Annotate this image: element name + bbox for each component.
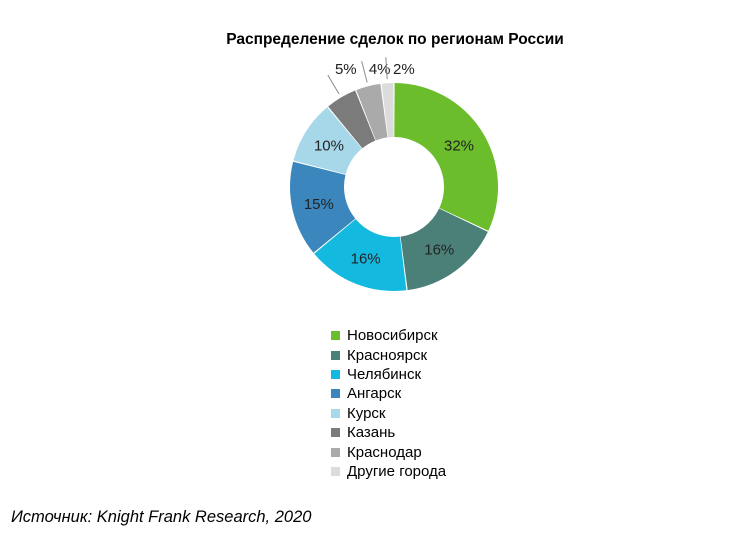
legend-swatch — [331, 428, 340, 438]
legend-item-челябинск: Челябинск — [331, 365, 446, 384]
legend-item-другие-города: Другие города — [331, 462, 446, 481]
legend-label: Краснодар — [347, 443, 422, 461]
leader-line-казань — [327, 74, 340, 95]
data-label-ангарск: 15% — [304, 196, 334, 213]
legend-item-новосибирск: Новосибирск — [331, 326, 446, 345]
slice-ангарск — [290, 161, 356, 253]
legend-swatch — [331, 447, 340, 457]
slice-красноярск — [400, 208, 488, 291]
legend-item-курск: Курск — [331, 404, 446, 423]
legend-label: Другие города — [347, 462, 447, 480]
legend-label: Челябинск — [347, 365, 422, 383]
legend-swatch — [331, 369, 340, 379]
data-label-красноярск: 16% — [424, 241, 454, 258]
data-label-новосибирск: 32% — [444, 138, 474, 155]
data-label-краснодар: 4% — [369, 61, 391, 78]
chart-title: Распределение сделок по регионам России — [226, 31, 564, 48]
source-note: Источник: Knight Frank Research, 2020 — [11, 508, 312, 526]
slice-челябинск — [314, 219, 407, 291]
legend-swatch — [331, 350, 340, 360]
legend-item-казань: Казань — [331, 423, 446, 442]
legend-label: Казань — [347, 424, 396, 442]
legend-label: Курск — [347, 404, 386, 422]
legend-label: Красноярск — [347, 346, 428, 364]
legend-item-красноярск: Красноярск — [331, 345, 446, 364]
leader-line-краснодар — [361, 60, 368, 83]
data-label-другие-города: 2% — [393, 61, 415, 78]
legend-swatch — [331, 389, 340, 399]
slice-курск — [293, 107, 362, 175]
leader-line-другие-города — [385, 57, 388, 80]
slice-другие-города — [381, 83, 394, 138]
legend-item-краснодар: Краснодар — [331, 442, 446, 461]
legend-label: Новосибирск — [347, 327, 438, 345]
data-label-курск: 10% — [314, 138, 344, 155]
legend: Новосибирск Красноярск Челябинск Ангарск Кур… — [331, 326, 446, 481]
legend-item-ангарск: Ангарск — [331, 384, 446, 403]
legend-label: Ангарск — [347, 385, 402, 403]
legend-swatch — [331, 466, 340, 476]
legend-swatch — [331, 331, 340, 341]
data-label-казань: 5% — [335, 61, 357, 78]
slice-казань — [328, 90, 376, 149]
data-label-челябинск: 16% — [351, 251, 381, 268]
slice-новосибирск — [394, 83, 498, 231]
slice-краснодар — [356, 83, 388, 141]
legend-swatch — [331, 408, 340, 418]
